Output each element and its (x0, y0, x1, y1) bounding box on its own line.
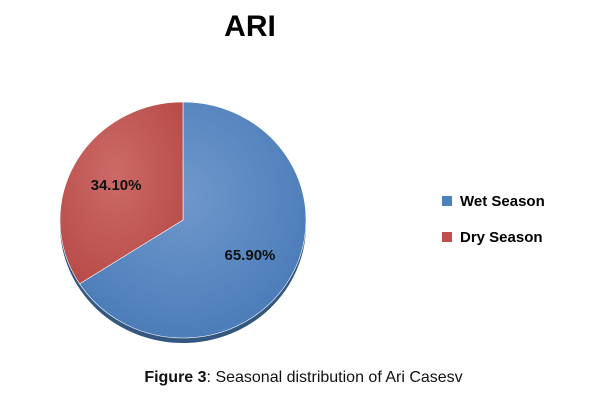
legend-label-wet-season: Wet Season (460, 192, 545, 210)
caption-figure-label: Figure 3 (144, 369, 207, 386)
pie-data-labels: 65.90% 34.10% (91, 177, 276, 264)
chart-title: ARI (224, 10, 276, 43)
legend-swatch-wet-season (442, 196, 452, 206)
figure-caption: Figure 3: Seasonal distribution of Ari C… (0, 369, 607, 387)
legend-item-dry-season: Dry Season (442, 228, 545, 246)
caption-text: : Seasonal distribution of Ari Casesv (206, 369, 463, 386)
pie-slice-wet-season (79, 101, 307, 339)
legend-swatch-dry-season (442, 232, 452, 242)
legend-item-wet-season: Wet Season (442, 192, 545, 210)
pie-slice-dry-season (59, 101, 184, 285)
pie-slices (59, 101, 307, 339)
legend: Wet Season Dry Season (442, 192, 545, 264)
data-label-wet-season: 65.90% (225, 247, 276, 264)
data-label-dry-season: 34.10% (91, 177, 142, 194)
legend-label-dry-season: Dry Season (460, 228, 543, 246)
